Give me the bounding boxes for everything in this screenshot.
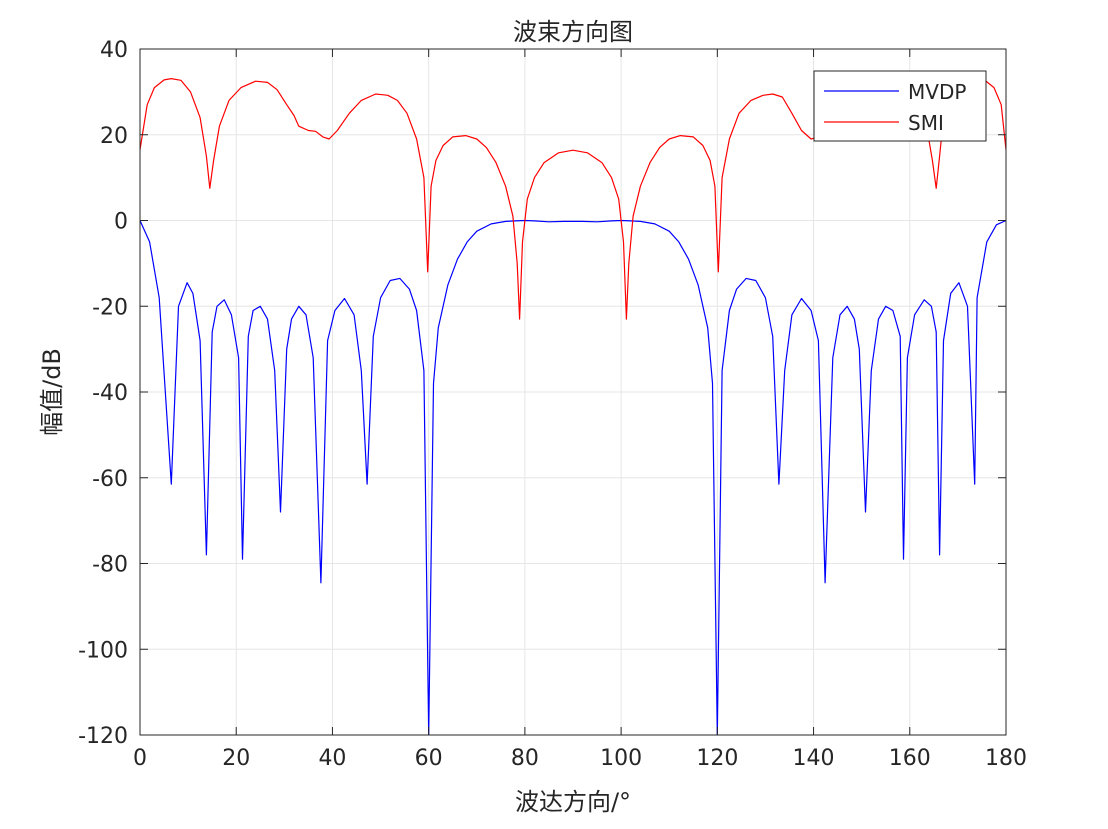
y-tick-label: 0: [114, 210, 128, 235]
legend-label: SMI: [908, 111, 944, 135]
x-tick-label: 0: [133, 746, 147, 771]
legend-box: [813, 70, 987, 142]
x-tick-label: 60: [415, 746, 443, 771]
y-tick-label: 20: [100, 124, 128, 149]
x-tick-label: 80: [511, 746, 539, 771]
x-tick-label: 180: [985, 746, 1027, 771]
legend: MVDP SMI: [813, 70, 987, 142]
x-tick-label: 20: [222, 746, 250, 771]
legend-label: MVDP: [908, 80, 966, 104]
x-tick-label: 140: [793, 746, 835, 771]
axis-ticks: 0 20 40 60 80 100 120 140 160 180 -120 -100 -80 -60 -4…: [78, 38, 1027, 771]
y-tick-label: -40: [92, 381, 128, 406]
y-tick-label: 40: [100, 38, 128, 63]
x-tick-label: 120: [696, 746, 738, 771]
chart-title: 波束方向图: [513, 18, 633, 46]
x-tick-label: 100: [600, 746, 642, 771]
x-tick-label: 160: [889, 746, 931, 771]
y-axis-label: 幅值/dB: [38, 348, 66, 436]
y-tick-label: -20: [92, 295, 128, 320]
y-tick-label: -100: [78, 638, 128, 663]
x-tick-label: 40: [318, 746, 346, 771]
series-line-mvdp: [140, 219, 1006, 735]
y-tick-label: -120: [78, 724, 128, 749]
x-axis-label: 波达方向/°: [515, 788, 631, 816]
y-tick-label: -80: [92, 553, 128, 578]
y-tick-label: -60: [92, 467, 128, 492]
